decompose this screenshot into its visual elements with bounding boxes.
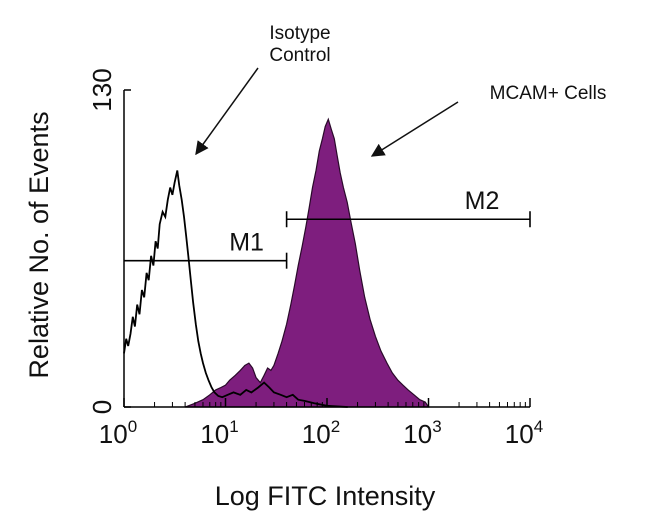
x-axis-ticks: 100 101 102 103 104 (99, 398, 543, 449)
x-tick-label: 101 (200, 417, 238, 449)
x-tick-label: 102 (302, 417, 340, 449)
mcam-positive-histogram (184, 117, 430, 408)
isotype-control-histogram (123, 170, 348, 408)
gate-markers: M1 M2 (124, 187, 531, 269)
x-tick-label: 103 (403, 417, 441, 449)
m2-gate-label: M2 (465, 187, 500, 215)
x-tick-label: 100 (99, 417, 137, 449)
isotype-arrow (195, 67, 259, 156)
y-tick-label: 130 (87, 68, 117, 111)
x-tick-label: 104 (505, 417, 543, 449)
y-axis-title: Relative No. of Events (24, 111, 54, 378)
isotype-annotation-line2: Control (269, 45, 330, 66)
mcam-arrow (370, 101, 459, 157)
x-axis-title: Log FITC Intensity (215, 481, 436, 511)
y-axis-ticks: 0 130 (87, 68, 131, 414)
y-tick-label: 0 (87, 400, 117, 414)
m1-gate-label: M1 (229, 229, 264, 257)
mcam-annotation: MCAM+ Cells (490, 83, 607, 104)
isotype-annotation-line1: Isotype (269, 23, 330, 44)
